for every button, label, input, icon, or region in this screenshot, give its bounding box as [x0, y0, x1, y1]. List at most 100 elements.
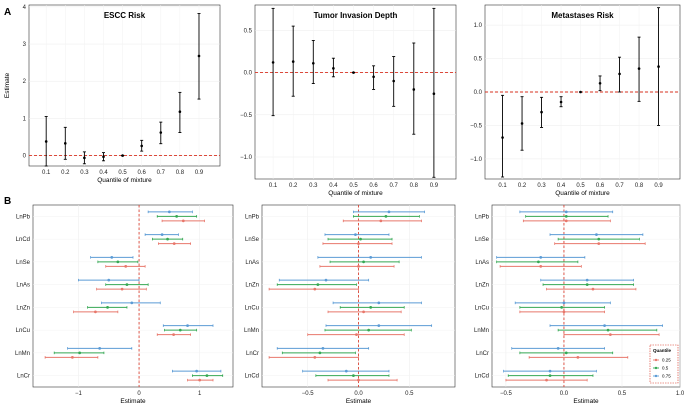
x-tick-label: −0.5	[302, 391, 315, 397]
estimate-point-q0.25	[120, 287, 124, 291]
chart-title: Tumor Invasion Depth	[314, 11, 398, 20]
x-tick-label: 0.5	[576, 183, 585, 189]
estimate-point-q0.25	[576, 355, 580, 359]
x-tick-label: 0.1	[498, 183, 507, 189]
legend-label: 0.75	[662, 374, 671, 379]
chart-title: ESCC Risk	[104, 11, 146, 20]
x-tick-label: 0.7	[615, 183, 624, 189]
y-tick-label: 3	[23, 42, 27, 48]
row-label: LnCr	[17, 374, 30, 380]
y-tick-label: 1	[23, 116, 27, 122]
estimate-point-q0.5	[384, 214, 388, 218]
legend-key-point	[654, 358, 658, 362]
x-tick-label: −1	[75, 391, 83, 397]
y-tick-label: −0.5	[470, 123, 483, 129]
estimate-point-q0.25	[562, 310, 566, 314]
row-label: LnMn	[244, 328, 259, 334]
estimate-point-q0.75	[324, 278, 328, 282]
row-label: LnSe	[245, 237, 260, 243]
estimate-point-q0.25	[313, 355, 317, 359]
legend: Quantile 0.25 0.5 0.75	[649, 344, 679, 384]
estimate-point-q0.25	[181, 219, 185, 223]
estimate-point-q0.25	[539, 264, 543, 268]
chart-panel-1: 0.1 0.2 0.3 0.4 0.5 0.6 0.7 0.8 0.9 0 1 2 3 4 ESCC Ris…	[4, 4, 221, 184]
x-tick-label: 0.6	[138, 170, 147, 176]
estimate-point-q0.75	[595, 233, 598, 237]
x-tick-label: 0.6	[596, 183, 605, 189]
row-label: LnZn	[16, 305, 30, 311]
row-label: LnCr	[246, 351, 259, 357]
legend-box	[649, 344, 679, 384]
estimate-point-q0.5	[178, 328, 182, 332]
x-tick-label: 0.9	[430, 183, 439, 189]
legend-key-point	[654, 366, 658, 370]
plot-area	[28, 4, 221, 167]
legend-key-point	[654, 374, 658, 378]
x-tick-label: 0.1	[269, 183, 278, 189]
chart-panel-2: 0.1 0.2 0.3 0.4 0.5 0.6 0.7 0.8 0.9 −1.0 −0.5 0.0 0.…	[240, 4, 457, 197]
x-tick-label: 0.9	[195, 170, 204, 176]
estimate-point-q0.5	[318, 351, 322, 355]
estimate-point-q0.5	[175, 214, 179, 218]
row-label: LnPb	[245, 214, 260, 220]
x-tick-label: 0.7	[157, 170, 166, 176]
forest-panel-3: LnPb LnSe LnAs LnZn LnCu LnMn LnCr LnCd −0.5 0.0 0…	[474, 204, 685, 405]
x-tick-label: 0.8	[635, 183, 644, 189]
y-tick-label: 4	[23, 5, 27, 11]
chart-title: Metastases Risk	[551, 11, 614, 20]
estimate-point-q0.5	[564, 351, 568, 355]
estimate-point	[332, 67, 335, 70]
y-tick-label: −1.0	[470, 157, 483, 163]
y-tick-label: 0.5	[244, 28, 253, 34]
estimate-point	[140, 144, 143, 148]
estimate-point-q0.75	[167, 210, 171, 214]
estimate-point-q0.5	[116, 260, 120, 264]
legend-label: 0.5	[662, 366, 669, 371]
x-tick-label: 0.5	[118, 170, 127, 176]
estimate-point-q0.25	[172, 333, 176, 337]
estimate-point-q0.25	[591, 287, 595, 291]
row-label: LnMn	[474, 328, 489, 334]
x-tick-label: 0.4	[329, 183, 338, 189]
estimate-point	[432, 92, 436, 95]
estimate-point	[83, 156, 86, 160]
estimate-point-q0.75	[548, 369, 552, 373]
row-label: LnPb	[475, 214, 490, 220]
estimate-point	[598, 82, 602, 85]
y-tick-label: 1.0	[474, 23, 483, 29]
estimate-point	[501, 136, 504, 139]
estimate-point	[392, 79, 395, 83]
estimate-point-q0.25	[94, 310, 97, 314]
estimate-point-q0.5	[205, 374, 209, 378]
estimate-point	[520, 122, 524, 125]
panel-label-a: A	[4, 7, 11, 18]
x-tick-label: 1	[198, 391, 202, 397]
x-tick-label: 0.2	[289, 183, 298, 189]
y-tick-label: 0.0	[474, 90, 483, 96]
y-axis-label: Estimate	[4, 72, 11, 98]
estimate-point	[197, 54, 201, 58]
estimate-point-q0.25	[597, 242, 601, 246]
estimate-point-q0.5	[560, 305, 564, 309]
estimate-point-q0.75	[377, 301, 381, 305]
estimate-point-q0.5	[362, 260, 365, 264]
estimate-point	[178, 110, 182, 114]
estimate-point	[121, 154, 124, 157]
estimate-point	[102, 155, 105, 159]
x-tick-label: 0.8	[176, 170, 185, 176]
estimate-point-q0.25	[198, 378, 202, 382]
y-tick-label: −0.5	[240, 113, 253, 119]
x-tick-label: 0.0	[560, 391, 569, 397]
row-label: LnCu	[475, 305, 489, 311]
estimate-point-q0.25	[608, 333, 612, 337]
estimate-point-q0.25	[313, 287, 317, 291]
row-label: LnSe	[475, 237, 490, 243]
estimate-point	[657, 65, 660, 68]
estimate-point-q0.75	[539, 255, 543, 259]
row-label: LnCu	[16, 328, 30, 334]
estimate-point-q0.75	[564, 210, 568, 214]
estimate-point-q0.25	[545, 378, 548, 382]
estimate-point-q0.5	[166, 237, 169, 241]
x-axis-label: Quantile of mixture	[555, 190, 610, 197]
panel-label-b: B	[4, 196, 11, 207]
